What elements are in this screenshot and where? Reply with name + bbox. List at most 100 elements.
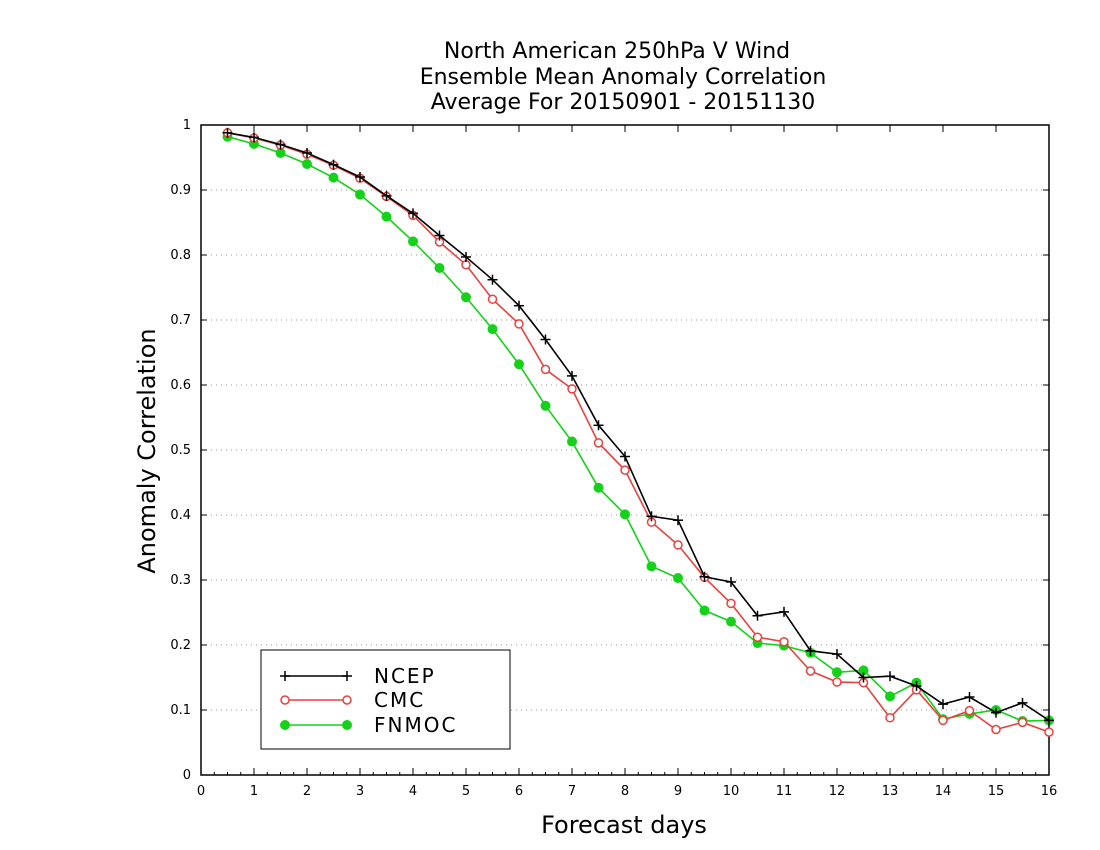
y-axis-ticks: 0 0.1 0.2 0.3 0.4 0.5 0.6 0.7 0.8 0.9 1 <box>170 118 1049 783</box>
x-tick-label: 8 <box>621 784 629 799</box>
x-tick-label: 9 <box>674 784 682 799</box>
data-point-fnmoc <box>408 236 418 247</box>
y-tick-label: 0 <box>183 768 191 783</box>
data-point-ncep <box>381 190 392 201</box>
legend-entry-ncep: NCEP <box>280 664 434 688</box>
data-point-ncep <box>620 451 630 462</box>
data-point-fnmoc <box>302 159 312 169</box>
data-point-cmc <box>1044 727 1054 737</box>
data-point-ncep <box>805 645 816 656</box>
y-tick-label: 0.3 <box>170 573 191 588</box>
data-point-ncep <box>726 576 736 587</box>
x-tick-label: 6 <box>515 784 523 799</box>
x-tick-label: 13 <box>882 784 899 799</box>
data-point-cmc <box>540 364 551 375</box>
data-point-cmc <box>938 715 948 726</box>
data-point-fnmoc <box>461 292 471 303</box>
data-point-ncep <box>222 127 233 138</box>
data-point-fnmoc <box>434 263 445 273</box>
data-point-ncep <box>964 692 975 702</box>
data-point-fnmoc <box>567 436 577 447</box>
data-point-ncep <box>567 370 577 381</box>
series-cmc <box>222 128 1054 737</box>
data-point-ncep <box>646 511 657 522</box>
data-point-ncep <box>355 172 365 182</box>
y-tick-label: 0.9 <box>170 183 191 198</box>
y-tick-label: 0.6 <box>170 378 191 393</box>
data-point-ncep <box>885 671 895 682</box>
x-tick-label: 15 <box>988 784 1005 799</box>
legend-marker-ncep <box>280 671 290 681</box>
data-point-ncep <box>673 515 683 526</box>
data-point-ncep <box>1017 697 1028 708</box>
x-tick-label: 10 <box>723 784 740 799</box>
data-point-fnmoc <box>832 667 842 678</box>
data-point-cmc <box>726 598 736 609</box>
data-point-cmc <box>1017 717 1028 728</box>
data-point-ncep <box>514 300 524 311</box>
data-point-fnmoc <box>593 482 604 493</box>
series-line-fnmoc <box>227 135 1050 722</box>
legend-marker-fnmoc <box>280 720 290 730</box>
data-point-cmc <box>885 713 895 723</box>
x-tick-label: 16 <box>1041 784 1058 799</box>
data-point-fnmoc <box>328 172 339 183</box>
data-point-ncep <box>699 571 710 582</box>
data-point-ncep <box>1044 715 1054 726</box>
data-point-fnmoc <box>885 691 895 702</box>
data-point-fnmoc <box>381 211 392 222</box>
data-point-fnmoc <box>355 189 365 200</box>
data-point-ncep <box>408 208 418 219</box>
series-line-ncep <box>227 132 1050 722</box>
x-tick-label: 0 <box>197 784 205 799</box>
x-tick-label: 7 <box>568 784 576 799</box>
data-point-fnmoc <box>646 561 657 572</box>
data-point-ncep <box>832 649 842 660</box>
data-point-fnmoc <box>514 359 524 370</box>
legend-label-fnmoc: FNMOC <box>374 713 457 737</box>
data-point-cmc <box>832 677 842 687</box>
x-tick-label: 11 <box>776 784 793 799</box>
data-point-ncep <box>275 139 286 150</box>
x-tick-label: 5 <box>462 784 470 799</box>
data-point-fnmoc <box>699 605 710 616</box>
data-point-ncep <box>593 420 604 431</box>
data-point-fnmoc <box>673 573 683 584</box>
data-point-fnmoc <box>726 616 736 627</box>
data-point-cmc <box>620 465 630 475</box>
y-tick-label: 0.8 <box>170 248 191 263</box>
data-point-ncep <box>328 159 339 170</box>
title-line-3: Average For 20150901 - 20151130 <box>431 90 816 115</box>
data-point-ncep <box>249 132 259 143</box>
y-tick-label: 1 <box>183 118 191 133</box>
data-point-cmc <box>673 540 683 550</box>
legend-marker-ncep <box>342 671 352 681</box>
data-point-ncep <box>540 334 551 345</box>
y-tick-label: 0.1 <box>170 703 191 718</box>
data-point-cmc <box>752 632 763 642</box>
data-point-fnmoc <box>487 324 498 335</box>
x-axis-ticks: 0 1 2 3 4 5 6 7 8 9 10 11 12 13 14 15 16 <box>197 125 1057 799</box>
data-point-ncep <box>779 606 789 617</box>
x-tick-label: 14 <box>935 784 952 799</box>
x-tick-label: 2 <box>303 784 311 799</box>
title-line-2: Ensemble Mean Anomaly Correlation <box>420 65 827 90</box>
y-axis-label: Anomaly Correlation <box>133 328 161 573</box>
y-tick-label: 0.7 <box>170 313 191 328</box>
data-point-cmc <box>805 666 816 676</box>
data-point-cmc <box>964 705 975 716</box>
x-tick-label: 12 <box>829 784 846 799</box>
series-ncep <box>222 127 1054 726</box>
y-tick-label: 0.2 <box>170 638 191 653</box>
legend-marker-cmc <box>280 695 290 705</box>
data-point-ncep <box>434 230 445 241</box>
x-tick-label: 1 <box>250 784 258 799</box>
x-axis-label: Forecast days <box>541 811 707 839</box>
data-point-ncep <box>938 699 948 710</box>
x-tick-label: 3 <box>356 784 364 799</box>
legend-marker-fnmoc <box>342 720 352 730</box>
legend-entry-cmc: CMC <box>280 688 423 712</box>
data-point-ncep <box>487 274 498 285</box>
